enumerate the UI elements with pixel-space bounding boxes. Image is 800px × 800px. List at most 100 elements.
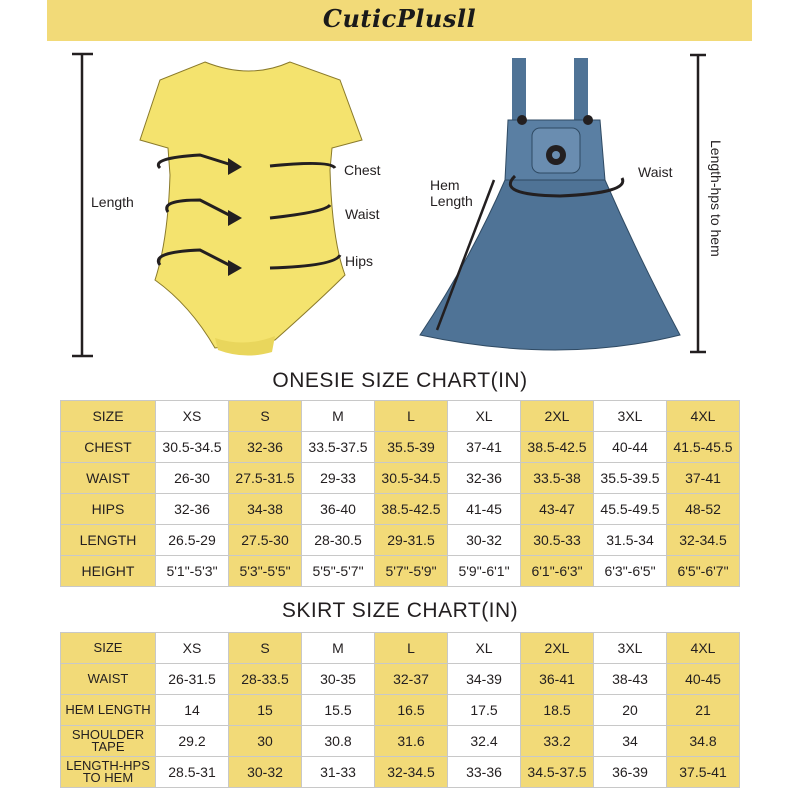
skirt-size-table: SIZE XS S M L XL 2XL 3XL 4XL WAIST 26-31.5 28-33.5 3…	[60, 632, 740, 788]
table-cell: 37.5-41	[666, 756, 740, 788]
size-column-header: L	[374, 400, 448, 432]
table-cell: 26-30	[155, 462, 229, 494]
table-cell: 33-36	[447, 756, 521, 788]
table-cell: 32-37	[374, 663, 448, 695]
table-cell: 30-35	[301, 663, 375, 695]
table-cell: 6'5"-6'7"	[666, 555, 740, 587]
table-cell: 34.5-37.5	[520, 756, 594, 788]
table-cell: 29-31.5	[374, 524, 448, 556]
table-cell: 37-41	[666, 462, 740, 494]
brand-logo: CuticPlusll	[322, 4, 477, 33]
table-cell: 30.8	[301, 725, 375, 757]
onesie-length-line	[72, 52, 93, 358]
table-cell: 38-43	[593, 663, 667, 695]
dress-length-line	[690, 53, 706, 354]
measurement-label-cell: WAIST	[60, 663, 156, 695]
table-row: LENGTH 26.5-29 27.5-30 28-30.5 29-31.5 30-32 3…	[60, 524, 740, 556]
size-column-header: M	[301, 632, 375, 664]
table-cell: 33.5-38	[520, 462, 594, 494]
table-header-row: SIZE XS S M L XL 2XL 3XL 4XL	[60, 632, 740, 664]
measurement-label-cell: LENGTH	[60, 524, 156, 556]
onesie-chart-title: ONESIE SIZE CHART(IN)	[272, 369, 528, 392]
table-cell: 29-33	[301, 462, 375, 494]
size-column-header: XL	[447, 400, 521, 432]
table-cell: 36-41	[520, 663, 594, 695]
dress-waist-label: Waist	[638, 164, 673, 180]
table-cell: 30-32	[447, 524, 521, 556]
table-cell: 5'9"-6'1"	[447, 555, 521, 587]
table-cell: 34-39	[447, 663, 521, 695]
size-header-cell: SIZE	[60, 632, 156, 664]
table-cell: 6'1"-6'3"	[520, 555, 594, 587]
table-cell: 6'3"-6'5"	[593, 555, 667, 587]
table-cell: 31.6	[374, 725, 448, 757]
table-cell: 40-44	[593, 431, 667, 463]
size-column-header: 3XL	[593, 632, 667, 664]
size-column-header: 4XL	[666, 632, 740, 664]
table-cell: 27.5-31.5	[228, 462, 302, 494]
brand-banner: CuticPlusll	[47, 0, 752, 41]
measurement-label-cell: WAIST	[60, 462, 156, 494]
table-cell: 38.5-42.5	[374, 493, 448, 525]
table-cell: 26.5-29	[155, 524, 229, 556]
dress-illustration	[419, 58, 681, 351]
onesie-length-label: Length	[91, 194, 134, 210]
table-row: LENGTH-HPS TO HEM 28.5-31 30-32 31-33 32-34.…	[60, 756, 740, 788]
table-cell: 5'3"-5'5"	[228, 555, 302, 587]
table-cell: 27.5-30	[228, 524, 302, 556]
dress-hem-length-label: Hem Length	[430, 177, 473, 209]
table-cell: 28-30.5	[301, 524, 375, 556]
measurement-label-cell: HEM LENGTH	[60, 694, 156, 726]
table-cell: 20	[593, 694, 667, 726]
table-header-row: SIZE XS S M L XL 2XL 3XL 4XL	[60, 400, 740, 432]
table-cell: 17.5	[447, 694, 521, 726]
size-column-header: M	[301, 400, 375, 432]
table-cell: 31.5-34	[593, 524, 667, 556]
table-cell: 33.5-37.5	[301, 431, 375, 463]
table-cell: 31-33	[301, 756, 375, 788]
table-cell: 36-39	[593, 756, 667, 788]
measurement-label-cell: SHOULDER TAPE	[60, 725, 156, 757]
table-cell: 30-32	[228, 756, 302, 788]
onesie-hips-label: Hips	[345, 253, 374, 269]
size-column-header: S	[228, 632, 302, 664]
hem-length-line	[435, 179, 496, 331]
table-cell: 34	[593, 725, 667, 757]
table-cell: 35.5-39	[374, 431, 448, 463]
table-cell: 43-47	[520, 493, 594, 525]
table-cell: 14	[155, 694, 229, 726]
table-cell: 33.2	[520, 725, 594, 757]
table-cell: 5'1"-5'3"	[155, 555, 229, 587]
dress-length-hps-label: Length-hps to hem	[708, 140, 724, 257]
measurement-label-cell: HIPS	[60, 493, 156, 525]
size-column-header: XL	[447, 632, 521, 664]
table-cell: 28.5-31	[155, 756, 229, 788]
table-cell: 37-41	[447, 431, 521, 463]
table-cell: 5'5"-5'7"	[301, 555, 375, 587]
table-cell: 16.5	[374, 694, 448, 726]
table-cell: 18.5	[520, 694, 594, 726]
table-cell: 35.5-39.5	[593, 462, 667, 494]
size-column-header: L	[374, 632, 448, 664]
table-cell: 48-52	[666, 493, 740, 525]
table-cell: 34-38	[228, 493, 302, 525]
table-cell: 32-36	[155, 493, 229, 525]
table-cell: 30	[228, 725, 302, 757]
table-cell: 30.5-33	[520, 524, 594, 556]
table-cell: 32-34.5	[374, 756, 448, 788]
measurement-label-cell: CHEST	[60, 431, 156, 463]
table-cell: 15	[228, 694, 302, 726]
table-cell: 5'7"-5'9"	[374, 555, 448, 587]
onesie-waist-label: Waist	[345, 206, 380, 222]
size-column-header: XS	[155, 400, 229, 432]
table-cell: 21	[666, 694, 740, 726]
table-cell: 30.5-34.5	[374, 462, 448, 494]
onesie-size-table: SIZE XS S M L XL 2XL 3XL 4XL CHEST 30.5-34.5 32-36 3…	[60, 400, 740, 587]
size-column-header: XS	[155, 632, 229, 664]
size-column-header: 2XL	[520, 400, 594, 432]
table-row: WAIST 26-31.5 28-33.5 30-35 32-37 34-39 36-41 3…	[60, 663, 740, 695]
size-column-header: 2XL	[520, 632, 594, 664]
table-cell: 41-45	[447, 493, 521, 525]
measurement-label-cell: LENGTH-HPS TO HEM	[60, 756, 156, 788]
table-cell: 28-33.5	[228, 663, 302, 695]
